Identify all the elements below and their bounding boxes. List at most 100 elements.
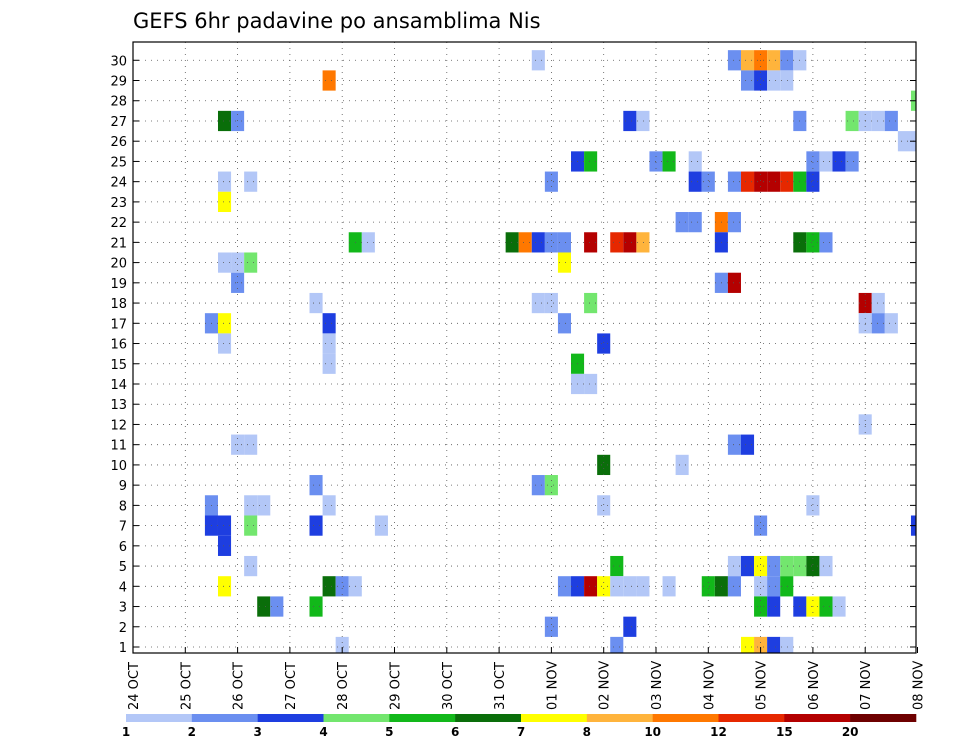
heatmap-cell	[845, 110, 859, 132]
heatmap-cell	[623, 616, 637, 637]
heatmap-cell	[740, 434, 755, 455]
heatmap-cell	[780, 636, 794, 653]
x-tick-label: 02 NOV	[598, 661, 613, 710]
heatmap-cell	[767, 555, 781, 577]
x-tick-label: 24 OCT	[127, 662, 142, 710]
heatmap-cell	[217, 333, 232, 354]
heatmap-cell	[727, 434, 741, 455]
heatmap-cell	[584, 292, 598, 314]
legend-label: 3	[253, 725, 261, 739]
heatmap-cell	[610, 636, 624, 653]
heatmap-cell	[244, 434, 258, 455]
y-tick-label: 17	[110, 317, 127, 332]
legend-swatch	[455, 714, 522, 722]
heatmap-cell	[754, 576, 768, 597]
y-tick-label: 8	[119, 499, 127, 514]
heatmap-cell	[740, 171, 755, 192]
y-tick-label: 15	[110, 358, 127, 373]
heatmap-cell	[623, 576, 637, 597]
legend-swatch	[850, 714, 917, 722]
heatmap-cell	[217, 252, 232, 273]
heatmap-cell	[780, 555, 794, 577]
heatmap-cell	[754, 70, 768, 91]
heatmap-cell	[662, 151, 676, 172]
x-tick-label: 29 OCT	[389, 662, 404, 710]
heatmap-cell	[662, 576, 676, 597]
heatmap-cell	[675, 454, 689, 476]
heatmap-cell	[688, 171, 702, 192]
y-tick-label: 16	[110, 338, 127, 353]
heatmap-cell	[557, 252, 572, 273]
heatmap-cell	[217, 515, 232, 536]
heatmap-cell	[217, 535, 232, 556]
heatmap-cell	[727, 171, 741, 192]
heatmap-cell	[701, 171, 715, 192]
legend-swatch	[257, 714, 324, 722]
heatmap-cell	[557, 232, 572, 253]
heatmap-cell	[806, 555, 820, 577]
heatmap-cell	[270, 596, 284, 617]
heatmap-cell	[584, 151, 598, 172]
heatmap-cell	[740, 555, 755, 577]
legend-label: 5	[385, 725, 393, 739]
heatmap-cell	[244, 495, 258, 516]
heatmap-cell	[544, 616, 558, 637]
heatmap-cell	[309, 475, 323, 496]
heatmap-cell	[727, 212, 741, 233]
heatmap-cell	[636, 576, 650, 597]
heatmap-cell	[597, 495, 611, 516]
heatmap-cell	[871, 313, 885, 334]
heatmap-cell	[727, 272, 741, 293]
heatmap-cell	[884, 110, 898, 132]
heatmap-cell	[688, 212, 702, 233]
legend-swatch	[652, 714, 719, 722]
heatmap-cell	[767, 70, 781, 91]
heatmap-cell	[740, 70, 755, 91]
heatmap-cell	[754, 555, 768, 577]
heatmap-cell	[309, 596, 323, 617]
heatmap-cell	[544, 171, 558, 192]
y-tick-label: 7	[119, 520, 127, 535]
heatmap-cell	[531, 292, 545, 314]
heatmap-cell	[832, 596, 846, 617]
heatmap-cell	[244, 171, 258, 192]
chart-title: GEFS 6hr padavine po ansamblima Nis	[133, 9, 541, 33]
legend-swatch	[521, 714, 588, 722]
x-tick-label: 25 OCT	[179, 662, 194, 710]
y-tick-label: 11	[110, 439, 127, 454]
heatmap-cell	[767, 171, 781, 192]
heatmap-cell	[832, 151, 846, 172]
y-tick-label: 10	[110, 459, 127, 474]
y-tick-label: 1	[119, 641, 127, 656]
y-tick-label: 23	[110, 196, 127, 211]
y-tick-label: 4	[119, 580, 127, 595]
heatmap-cell	[597, 454, 611, 476]
legend-label: 10	[644, 725, 661, 739]
heatmap-cell	[806, 495, 820, 516]
legend-label: 8	[583, 725, 591, 739]
heatmap-cell	[361, 232, 375, 253]
legend-label: 6	[451, 725, 459, 739]
y-tick-label: 28	[110, 95, 127, 110]
heatmap-cell	[217, 110, 232, 132]
legend-label: 4	[319, 725, 327, 739]
heatmap-cell	[727, 555, 741, 577]
x-tick-label: 01 NOV	[545, 661, 560, 710]
heatmap-cell	[819, 151, 833, 172]
legend-swatch	[586, 714, 653, 722]
heatmap-cell	[740, 636, 755, 653]
y-tick-label: 19	[110, 277, 127, 292]
x-tick-label: 03 NOV	[650, 661, 665, 710]
heatmap-cell	[322, 70, 336, 91]
x-tick-label: 05 NOV	[755, 661, 770, 710]
y-tick-label: 24	[110, 176, 127, 191]
heatmap-cell	[767, 596, 781, 617]
heatmap-cell	[780, 171, 794, 192]
y-tick-label: 18	[110, 297, 127, 312]
legend-swatch	[389, 714, 456, 722]
y-tick-label: 2	[119, 621, 127, 636]
heatmap-cell	[754, 171, 768, 192]
heatmap-cell	[740, 50, 755, 71]
legend-swatch	[718, 714, 785, 722]
heatmap-cell	[335, 576, 349, 597]
